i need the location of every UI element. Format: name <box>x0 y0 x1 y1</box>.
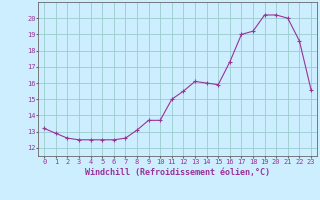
X-axis label: Windchill (Refroidissement éolien,°C): Windchill (Refroidissement éolien,°C) <box>85 168 270 177</box>
